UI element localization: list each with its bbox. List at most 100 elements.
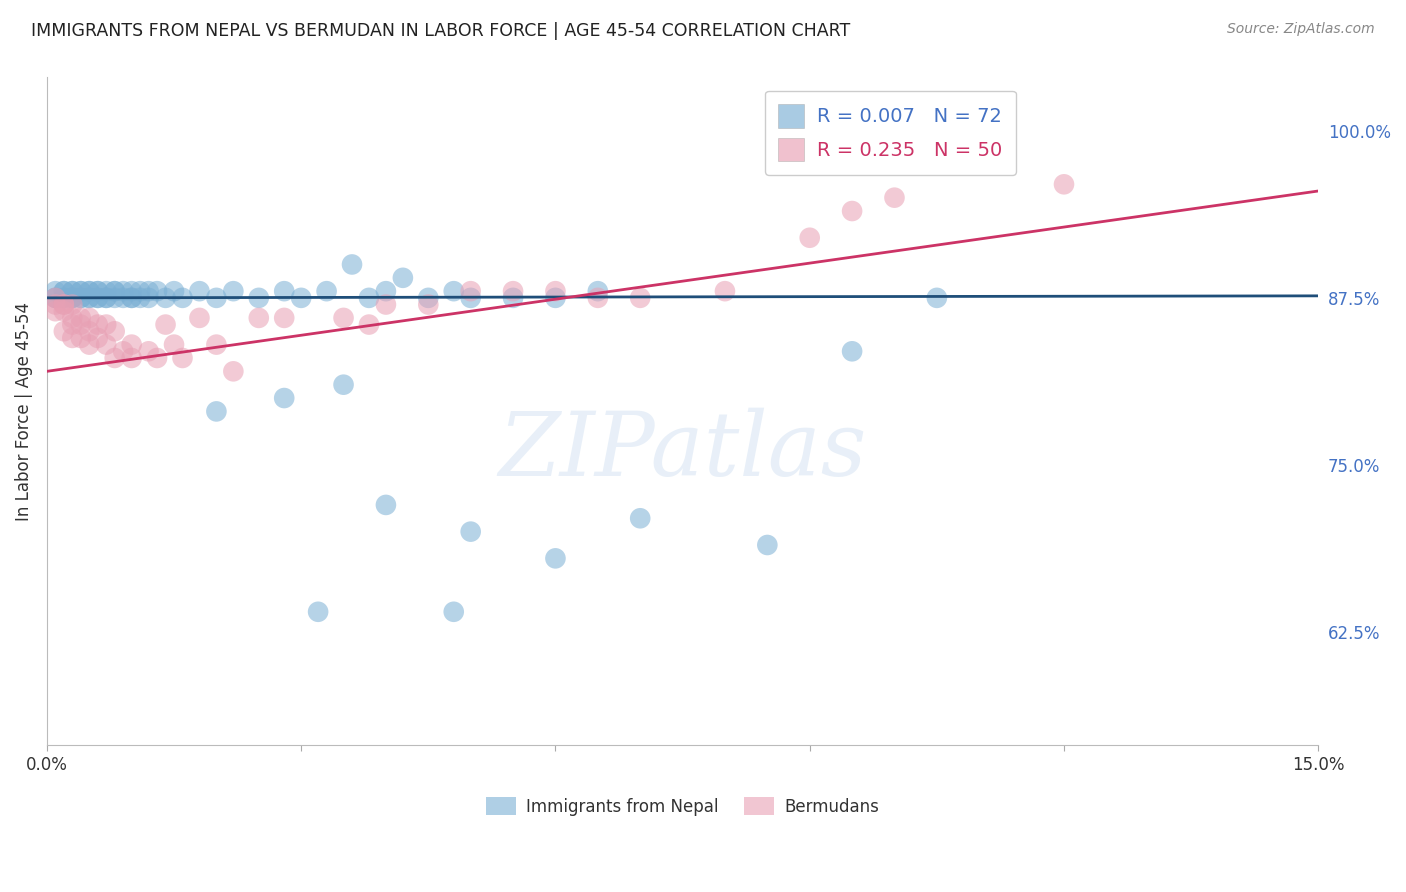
Point xyxy=(460,284,482,298)
Point xyxy=(104,351,127,365)
Point xyxy=(104,291,127,305)
Text: ZIPatlas: ZIPatlas xyxy=(498,408,866,495)
Point xyxy=(60,331,83,345)
Point xyxy=(112,291,135,305)
Point xyxy=(883,191,905,205)
Point xyxy=(443,605,465,619)
Point xyxy=(332,310,354,325)
Point xyxy=(188,284,211,298)
Point xyxy=(121,284,143,298)
Point xyxy=(392,270,415,285)
Point xyxy=(77,337,100,351)
Point xyxy=(146,284,169,298)
Point xyxy=(96,291,118,305)
Point xyxy=(714,284,737,298)
Point xyxy=(247,291,270,305)
Point xyxy=(374,284,396,298)
Point xyxy=(163,284,186,298)
Point xyxy=(544,551,567,566)
Point xyxy=(205,404,228,418)
Point xyxy=(44,304,66,318)
Text: Source: ZipAtlas.com: Source: ZipAtlas.com xyxy=(1227,22,1375,37)
Point xyxy=(60,291,83,305)
Point xyxy=(273,391,295,405)
Point xyxy=(87,291,110,305)
Point xyxy=(52,297,75,311)
Point xyxy=(628,291,651,305)
Point xyxy=(205,291,228,305)
Point xyxy=(315,284,337,298)
Point xyxy=(129,291,152,305)
Point xyxy=(163,337,186,351)
Point xyxy=(172,291,194,305)
Point xyxy=(77,284,100,298)
Point xyxy=(44,291,66,305)
Point xyxy=(112,344,135,359)
Point xyxy=(332,377,354,392)
Point xyxy=(799,231,821,245)
Point xyxy=(69,284,91,298)
Point xyxy=(96,337,118,351)
Point xyxy=(544,284,567,298)
Point xyxy=(52,284,75,298)
Y-axis label: In Labor Force | Age 45-54: In Labor Force | Age 45-54 xyxy=(15,301,32,521)
Point xyxy=(87,284,110,298)
Point xyxy=(273,284,295,298)
Point xyxy=(307,605,329,619)
Point xyxy=(756,538,779,552)
Point xyxy=(1053,178,1076,192)
Point xyxy=(841,344,863,359)
Point xyxy=(121,291,143,305)
Point xyxy=(52,297,75,311)
Point xyxy=(77,310,100,325)
Point xyxy=(155,291,177,305)
Point xyxy=(69,284,91,298)
Point xyxy=(60,291,83,305)
Point xyxy=(129,284,152,298)
Point xyxy=(60,310,83,325)
Point xyxy=(188,310,211,325)
Point xyxy=(52,324,75,338)
Point xyxy=(44,291,66,305)
Point xyxy=(96,291,118,305)
Point xyxy=(841,204,863,219)
Point xyxy=(69,310,91,325)
Point xyxy=(121,351,143,365)
Point xyxy=(60,291,83,305)
Point xyxy=(138,291,160,305)
Point xyxy=(87,291,110,305)
Point xyxy=(104,284,127,298)
Point xyxy=(544,291,567,305)
Point xyxy=(69,291,91,305)
Point xyxy=(52,291,75,305)
Point xyxy=(138,344,160,359)
Point xyxy=(138,284,160,298)
Point xyxy=(52,304,75,318)
Point xyxy=(172,351,194,365)
Point xyxy=(628,511,651,525)
Point xyxy=(418,297,440,311)
Point xyxy=(586,291,609,305)
Point xyxy=(205,337,228,351)
Point xyxy=(69,291,91,305)
Point xyxy=(104,284,127,298)
Point xyxy=(502,284,524,298)
Point xyxy=(222,364,245,378)
Point xyxy=(121,337,143,351)
Point xyxy=(121,291,143,305)
Point xyxy=(222,284,245,298)
Point xyxy=(69,318,91,332)
Point xyxy=(77,291,100,305)
Point xyxy=(418,291,440,305)
Point xyxy=(460,291,482,305)
Point xyxy=(460,524,482,539)
Point xyxy=(44,291,66,305)
Point xyxy=(443,284,465,298)
Point xyxy=(44,297,66,311)
Point xyxy=(69,331,91,345)
Point xyxy=(96,318,118,332)
Point xyxy=(586,284,609,298)
Point xyxy=(146,351,169,365)
Point xyxy=(44,284,66,298)
Point xyxy=(77,324,100,338)
